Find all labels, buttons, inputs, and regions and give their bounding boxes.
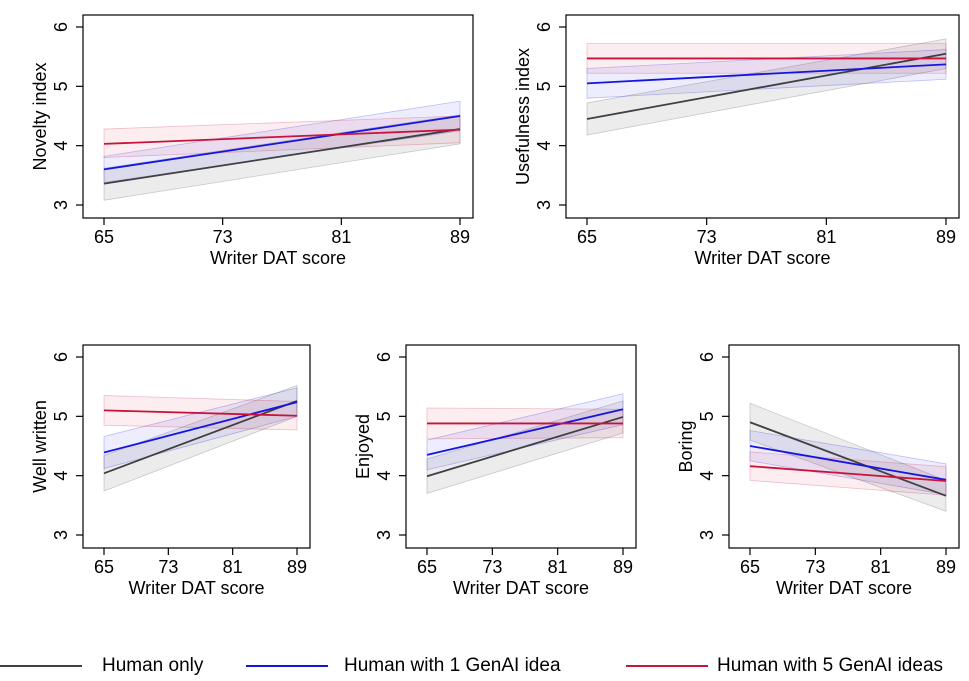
well-written-y-tick-label: 3 — [51, 530, 71, 540]
boring-x-tick-label: 89 — [936, 557, 956, 577]
enjoyed-plot-frame — [405, 344, 637, 549]
well-written-y-axis-label: Well written — [30, 400, 50, 493]
novelty-series-line-human-only — [103, 128, 461, 185]
legend-label-human-5-genai: Human with 5 GenAI ideas — [717, 655, 944, 676]
usefulness-x-axis-label: Writer DAT score — [694, 248, 830, 268]
well-written-y-tick-label: 5 — [51, 411, 71, 421]
boring-y-tick-label: 4 — [697, 471, 717, 481]
usefulness-y-tick-label: 5 — [534, 81, 554, 91]
well-written-series-line-human-5-genai — [103, 409, 298, 417]
novelty-ci-band-human-only — [103, 114, 461, 201]
usefulness-plot-frame — [565, 14, 960, 219]
well-written-x-tick-label: 81 — [223, 557, 243, 577]
usefulness-series-line-human-1-genai — [586, 63, 947, 85]
enjoyed-y-tick-label: 3 — [374, 530, 394, 540]
novelty-y-axis-label: Novelty index — [30, 62, 50, 170]
boring-x-tick-label: 65 — [740, 557, 760, 577]
well-written-x-tick-label: 65 — [94, 557, 114, 577]
enjoyed-x-tick-label: 89 — [613, 557, 633, 577]
boring-ci-band-human-only — [749, 402, 947, 512]
novelty-y-tick-label: 5 — [51, 81, 71, 91]
well-written-x-tick-label: 73 — [158, 557, 178, 577]
usefulness-y-tick-label: 3 — [534, 200, 554, 210]
legend-line-human-only — [0, 665, 82, 667]
enjoyed-x-tick-label: 65 — [417, 557, 437, 577]
novelty-y-tick-label: 6 — [51, 22, 71, 32]
enjoyed-y-tick-label: 5 — [374, 411, 394, 421]
enjoyed-x-tick-label: 73 — [482, 557, 502, 577]
boring-y-tick-label: 5 — [697, 411, 717, 421]
well-written-y-tick-label: 4 — [51, 471, 71, 481]
enjoyed-y-axis-label: Enjoyed — [353, 414, 373, 479]
enjoyed-x-tick-label: 81 — [548, 557, 568, 577]
novelty-x-tick-label: 73 — [213, 227, 233, 247]
well-written-y-tick-label: 6 — [51, 352, 71, 362]
enjoyed-series-line-human-1-genai — [426, 408, 624, 456]
well-written-series-line-human-only — [103, 400, 298, 475]
well-written-ci-band-human-only — [103, 384, 298, 492]
enjoyed-x-axis-label: Writer DAT score — [453, 578, 589, 598]
enjoyed-y-tick-label: 4 — [374, 471, 394, 481]
usefulness-x-tick-label: 73 — [697, 227, 717, 247]
novelty-plot-frame — [82, 14, 474, 219]
usefulness-x-tick-label: 89 — [936, 227, 956, 247]
enjoyed-y-tick-label: 6 — [374, 352, 394, 362]
novelty-series-line-human-1-genai — [103, 115, 461, 171]
legend-label-human-only: Human only — [102, 655, 204, 676]
well-written-series-line-human-1-genai — [103, 401, 298, 454]
boring-y-tick-label: 3 — [697, 530, 717, 540]
novelty-series-line-human-5-genai — [103, 128, 461, 145]
usefulness-series-line-human-only — [586, 52, 947, 120]
novelty-x-tick-label: 81 — [331, 227, 351, 247]
novelty-x-tick-label: 89 — [450, 227, 470, 247]
novelty-x-tick-label: 65 — [94, 227, 114, 247]
boring-x-tick-label: 81 — [871, 557, 891, 577]
legend-line-human-5-genai — [626, 665, 708, 667]
usefulness-y-axis-label: Usefulness index — [513, 48, 533, 185]
chart-legend: Human only Human with 1 GenAI idea Human… — [0, 650, 969, 680]
usefulness-x-tick-label: 81 — [816, 227, 836, 247]
novelty-x-axis-label: Writer DAT score — [210, 248, 346, 268]
boring-y-tick-label: 6 — [697, 352, 717, 362]
boring-series-line-human-1-genai — [749, 445, 947, 481]
novelty-y-tick-label: 3 — [51, 200, 71, 210]
well-written-plot-frame — [82, 344, 311, 549]
boring-x-axis-label: Writer DAT score — [776, 578, 912, 598]
usefulness-x-tick-label: 65 — [577, 227, 597, 247]
well-written-x-tick-label: 89 — [287, 557, 307, 577]
boring-y-axis-label: Boring — [676, 420, 696, 472]
usefulness-y-tick-label: 4 — [534, 141, 554, 151]
enjoyed-series-line-human-only — [426, 416, 624, 478]
legend-line-human-1-genai — [246, 665, 328, 667]
well-written-x-axis-label: Writer DAT score — [128, 578, 264, 598]
novelty-y-tick-label: 4 — [51, 141, 71, 151]
legend-label-human-1-genai: Human with 1 GenAI idea — [344, 655, 561, 676]
boring-series-line-human-only — [749, 421, 947, 497]
boring-series-line-human-5-genai — [749, 465, 947, 482]
boring-x-tick-label: 73 — [805, 557, 825, 577]
boring-plot-frame — [728, 344, 960, 549]
usefulness-y-tick-label: 6 — [534, 22, 554, 32]
